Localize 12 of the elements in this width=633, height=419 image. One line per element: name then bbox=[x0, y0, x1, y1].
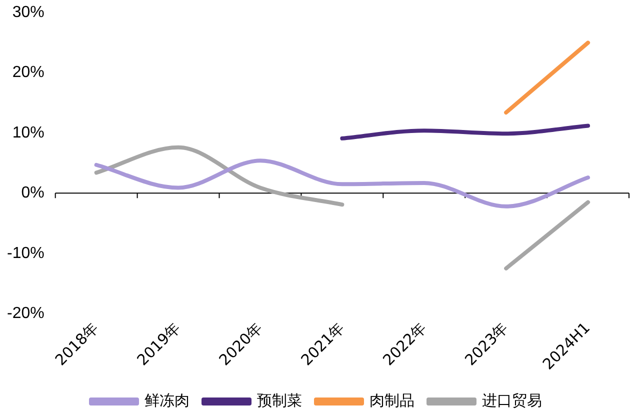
y-tick-label: -20% bbox=[6, 304, 44, 322]
line-series bbox=[94, 158, 590, 208]
y-tick-label: 20% bbox=[12, 64, 44, 82]
y-tick-label: 10% bbox=[12, 124, 44, 142]
y-tick-label: 0% bbox=[21, 184, 44, 202]
legend-label: 预制菜 bbox=[257, 391, 302, 410]
y-tick-label: -10% bbox=[6, 244, 44, 262]
legend-label: 肉制品 bbox=[370, 391, 414, 410]
line-series bbox=[340, 124, 590, 140]
y-tick-label: 30% bbox=[12, 4, 44, 22]
legend-label: 进口贸易 bbox=[482, 391, 542, 410]
legend-label: 鲜冻肉 bbox=[144, 391, 190, 410]
